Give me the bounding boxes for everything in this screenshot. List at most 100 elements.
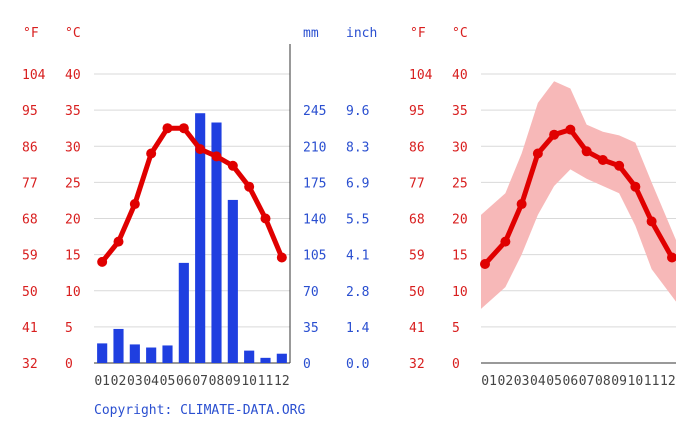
celsius-tick-label: 0 bbox=[65, 357, 73, 372]
temperature-point bbox=[227, 160, 238, 171]
temperature-point bbox=[178, 123, 189, 134]
precipitation-bar bbox=[227, 199, 238, 363]
fahrenheit-tick-label: 86 bbox=[22, 140, 38, 155]
inch-tick-label: 2.8 bbox=[346, 285, 369, 300]
month-tick-label: 01 bbox=[94, 374, 110, 389]
fahrenheit-tick-label: 86 bbox=[409, 140, 425, 155]
mean-temperature-point bbox=[630, 181, 641, 192]
mean-temperature-point bbox=[667, 252, 676, 263]
inch-tick-label: 0.0 bbox=[346, 357, 369, 372]
mean-temperature-point bbox=[532, 148, 543, 159]
celsius-tick-label: 5 bbox=[452, 321, 460, 336]
temperature-line bbox=[99, 125, 285, 265]
inch-unit-label: inch bbox=[346, 26, 377, 41]
month-tick-label: 04 bbox=[143, 374, 159, 389]
mm-tick-label: 245 bbox=[303, 104, 326, 119]
celsius-unit-label: °C bbox=[65, 26, 81, 41]
precipitation-bar bbox=[195, 113, 206, 363]
month-tick-label: 03 bbox=[127, 374, 143, 389]
month-tick-label: 02 bbox=[111, 374, 127, 389]
precipitation-bar bbox=[97, 343, 108, 363]
celsius-tick-label: 25 bbox=[65, 176, 81, 191]
celsius-tick-label: 40 bbox=[65, 68, 81, 83]
fahrenheit-tick-label: 50 bbox=[22, 285, 38, 300]
month-tick-label: 05 bbox=[160, 374, 176, 389]
mean-temperature-point bbox=[549, 129, 560, 140]
month-tick-label: 01 bbox=[481, 374, 497, 389]
fahrenheit-tick-label: 41 bbox=[22, 321, 38, 336]
mean-temperature-point bbox=[500, 236, 511, 247]
mm-tick-label: 70 bbox=[303, 285, 319, 300]
precipitation-bar bbox=[276, 353, 287, 363]
copyright-text: Copyright: CLIMATE-DATA.ORG bbox=[94, 403, 305, 418]
month-tick-label: 10 bbox=[628, 374, 644, 389]
inch-tick-label: 1.4 bbox=[346, 321, 370, 336]
celsius-tick-label: 0 bbox=[452, 357, 460, 372]
month-tick-label: 09 bbox=[611, 374, 627, 389]
mean-temperature-point bbox=[480, 259, 490, 270]
fahrenheit-tick-label: 32 bbox=[409, 357, 425, 372]
temperature-point bbox=[129, 199, 140, 210]
inch-tick-label: 5.5 bbox=[346, 213, 369, 228]
fahrenheit-unit-label: °F bbox=[23, 26, 39, 41]
mm-tick-label: 140 bbox=[303, 213, 326, 228]
month-tick-label: 10 bbox=[241, 374, 257, 389]
celsius-tick-label: 35 bbox=[65, 104, 81, 119]
mm-tick-label: 35 bbox=[303, 321, 319, 336]
mm-tick-label: 175 bbox=[303, 176, 326, 191]
month-tick-label: 06 bbox=[563, 374, 579, 389]
right-temperature-chart: °F °C 32 0 41 5 50 10 59 15 68 20 77 25 86 30 95 35 104 40 0… bbox=[409, 26, 676, 389]
month-tick-label: 02 bbox=[498, 374, 514, 389]
fahrenheit-tick-label: 50 bbox=[409, 285, 425, 300]
left-climate-chart: °F °C mm inch 32 0 41 5 50 10 59 15 68 20 77 25 86 30 95 35… bbox=[22, 26, 377, 418]
precipitation-bar bbox=[211, 122, 222, 363]
celsius-tick-label: 15 bbox=[452, 249, 468, 264]
precipitation-bar bbox=[178, 262, 189, 363]
inch-tick-label: 8.3 bbox=[346, 140, 369, 155]
month-tick-label: 12 bbox=[660, 374, 676, 389]
inch-tick-label: 4.1 bbox=[346, 249, 369, 264]
mean-temperature-point bbox=[581, 146, 592, 157]
month-tick-label: 03 bbox=[514, 374, 530, 389]
temperature-point bbox=[97, 256, 108, 267]
fahrenheit-tick-label: 104 bbox=[409, 68, 433, 83]
month-tick-label: 08 bbox=[209, 374, 225, 389]
mean-temperature-point bbox=[516, 199, 527, 210]
temperature-point bbox=[244, 181, 255, 192]
celsius-tick-label: 5 bbox=[65, 321, 73, 336]
month-tick-label: 07 bbox=[579, 374, 595, 389]
month-tick-label: 12 bbox=[274, 374, 290, 389]
inch-tick-label: 6.9 bbox=[346, 176, 369, 191]
celsius-tick-label: 30 bbox=[65, 140, 81, 155]
fahrenheit-tick-label: 59 bbox=[22, 249, 38, 264]
fahrenheit-tick-label: 41 bbox=[409, 321, 425, 336]
celsius-tick-label: 10 bbox=[452, 285, 468, 300]
mm-tick-label: 210 bbox=[303, 140, 326, 155]
month-tick-label: 11 bbox=[258, 374, 274, 389]
month-tick-label: 07 bbox=[192, 374, 208, 389]
precipitation-bar bbox=[146, 347, 157, 363]
fahrenheit-tick-label: 32 bbox=[22, 357, 38, 372]
fahrenheit-tick-label: 77 bbox=[409, 176, 425, 191]
celsius-tick-label: 15 bbox=[65, 249, 81, 264]
month-tick-label: 08 bbox=[595, 374, 611, 389]
inch-tick-label: 9.6 bbox=[346, 104, 369, 119]
month-tick-label: 05 bbox=[546, 374, 562, 389]
temperature-point bbox=[260, 213, 271, 224]
temperature-point bbox=[146, 148, 157, 159]
precipitation-bar bbox=[260, 357, 271, 363]
month-tick-label: 11 bbox=[644, 374, 660, 389]
celsius-tick-label: 20 bbox=[452, 213, 468, 228]
precipitation-bar bbox=[162, 345, 173, 363]
month-tick-label: 09 bbox=[225, 374, 241, 389]
fahrenheit-unit-label: °F bbox=[410, 26, 426, 41]
precipitation-bar bbox=[129, 344, 140, 363]
mean-temperature-point bbox=[614, 160, 625, 171]
temperature-range-band bbox=[481, 81, 676, 309]
mm-tick-label: 105 bbox=[303, 249, 326, 264]
temperature-point bbox=[113, 236, 124, 247]
mean-temperature-point bbox=[565, 124, 576, 135]
temperature-point bbox=[276, 252, 287, 263]
mm-tick-label: 0 bbox=[303, 357, 311, 372]
